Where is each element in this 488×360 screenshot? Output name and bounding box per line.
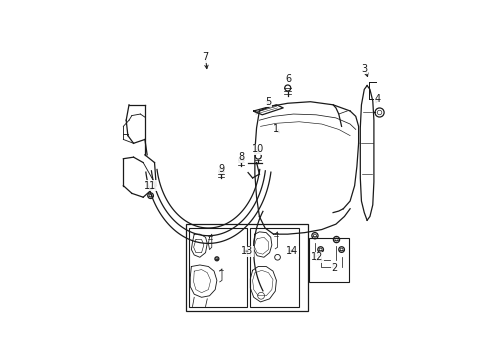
Text: 6: 6 [285, 74, 291, 84]
Text: 11: 11 [144, 181, 156, 191]
Text: 4: 4 [373, 94, 380, 104]
Bar [308, 238, 348, 282]
Bar [249, 228, 299, 307]
Text: 5: 5 [264, 97, 270, 107]
Bar [188, 228, 246, 307]
Text: 14: 14 [285, 246, 298, 256]
Text: 9: 9 [218, 164, 224, 174]
Text: 12: 12 [310, 252, 323, 262]
Text: 7: 7 [202, 52, 208, 62]
Bar [185, 224, 307, 311]
Text: 1: 1 [273, 125, 279, 134]
Text: 3: 3 [361, 64, 367, 73]
Text: 2: 2 [330, 263, 337, 273]
Text: 10: 10 [252, 144, 264, 154]
Text: 8: 8 [238, 152, 244, 162]
Text: 13: 13 [240, 246, 252, 256]
